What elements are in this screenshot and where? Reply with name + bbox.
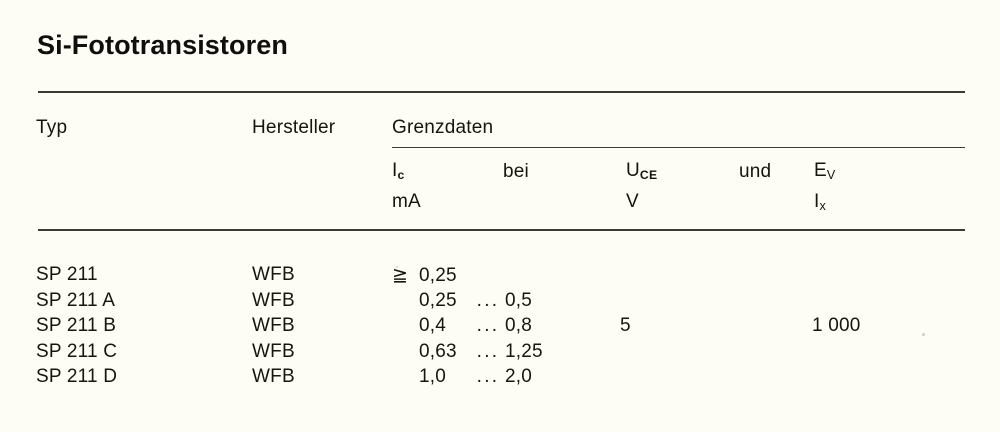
- subheader-ev-subscript: V: [826, 168, 836, 183]
- cell-uce: 5: [620, 315, 631, 336]
- scan-speck: [396, 266, 398, 268]
- header-bottom-rule: [38, 229, 965, 231]
- cell-ic-low: 0,25: [419, 265, 457, 286]
- cell-ic-compare: ≧: [392, 265, 409, 286]
- cell-ic-high: 2,0: [505, 366, 533, 387]
- table-row: SP 211 A WFB 0,25... 0,5: [0, 290, 1000, 316]
- cell-ic: 0,63... 1,25: [392, 341, 562, 363]
- cell-ic-low: 0,4: [419, 315, 447, 336]
- table-body: SP 211 WFB ≧ 0,25 SP 211 A WFB 0,25... 0,5…: [0, 264, 1000, 392]
- cell-ic: 0,4... 0,8: [392, 315, 562, 337]
- cell-ic-high: 1,25: [505, 340, 543, 362]
- table-row: SP 211 WFB ≧ 0,25: [0, 264, 1000, 290]
- cell-typ: SP 211 A: [36, 289, 116, 311]
- cell-hersteller: WFB: [252, 366, 295, 387]
- column-header-typ: Typ: [36, 117, 68, 138]
- cell-ic-dots: ...: [476, 315, 500, 336]
- cell-hersteller: WFB: [252, 340, 295, 362]
- cell-hersteller: WFB: [252, 289, 295, 311]
- cell-typ: SP 211 D: [36, 366, 118, 387]
- subheader-ic-subscript: c: [397, 168, 405, 183]
- table-top-rule: [38, 91, 965, 93]
- cell-ic: 0,25... 0,5: [392, 290, 562, 312]
- table-row: SP 211 B WFB 0,4... 0,8 5 1 000: [0, 315, 1000, 341]
- cell-ic-low: 0,63: [419, 340, 457, 362]
- cell-typ: SP 211 C: [36, 340, 118, 362]
- column-header-hersteller: Hersteller: [252, 117, 336, 138]
- subheader-ev-unit: Ix: [814, 191, 826, 213]
- cell-ic: ≧ 0,25: [392, 264, 562, 287]
- subheader-und: und: [739, 161, 772, 182]
- subheader-uce-symbol: U: [626, 160, 640, 181]
- cell-typ: SP 211: [36, 264, 98, 285]
- grenzdaten-sub-rule: [392, 147, 965, 149]
- subheader-uce-unit: V: [626, 191, 639, 212]
- cell-typ: SP 211 B: [36, 315, 117, 336]
- cell-ev: 1 000: [812, 315, 861, 336]
- subheader-ev: EV: [814, 160, 835, 182]
- cell-hersteller: WFB: [252, 264, 295, 285]
- cell-ic-high: 0,5: [505, 289, 533, 311]
- scan-speck: [922, 333, 925, 336]
- subheader-bei: bei: [503, 161, 529, 182]
- subheader-ev-unit-subscript: x: [819, 199, 826, 214]
- cell-ic-high: 0,8: [505, 315, 533, 336]
- cell-hersteller: WFB: [252, 315, 295, 336]
- cell-ic-dots: ...: [476, 340, 500, 362]
- subheader-uce-subscript: CE: [639, 168, 658, 183]
- subheader-ev-unit-symbol: I: [814, 191, 820, 212]
- subheader-ic-symbol: I: [392, 160, 398, 181]
- page-title: Si-Fototransistoren: [37, 30, 288, 60]
- table-row: SP 211 C WFB 0,63... 1,25: [0, 341, 1000, 367]
- subheader-uce: UCE: [626, 160, 657, 182]
- subheader-ic-unit: mA: [392, 191, 421, 212]
- subheader-ev-symbol: E: [814, 160, 827, 181]
- cell-ic-dots: ...: [476, 366, 500, 387]
- cell-ic: 1,0... 2,0: [392, 366, 562, 388]
- subheader-ic: Ic: [392, 160, 405, 182]
- column-header-grenzdaten: Grenzdaten: [392, 117, 494, 138]
- cell-ic-low: 1,0: [419, 366, 447, 387]
- table-row: SP 211 D WFB 1,0... 2,0: [0, 366, 1000, 392]
- cell-ic-dots: ...: [476, 289, 500, 311]
- cell-ic-low: 0,25: [419, 289, 457, 311]
